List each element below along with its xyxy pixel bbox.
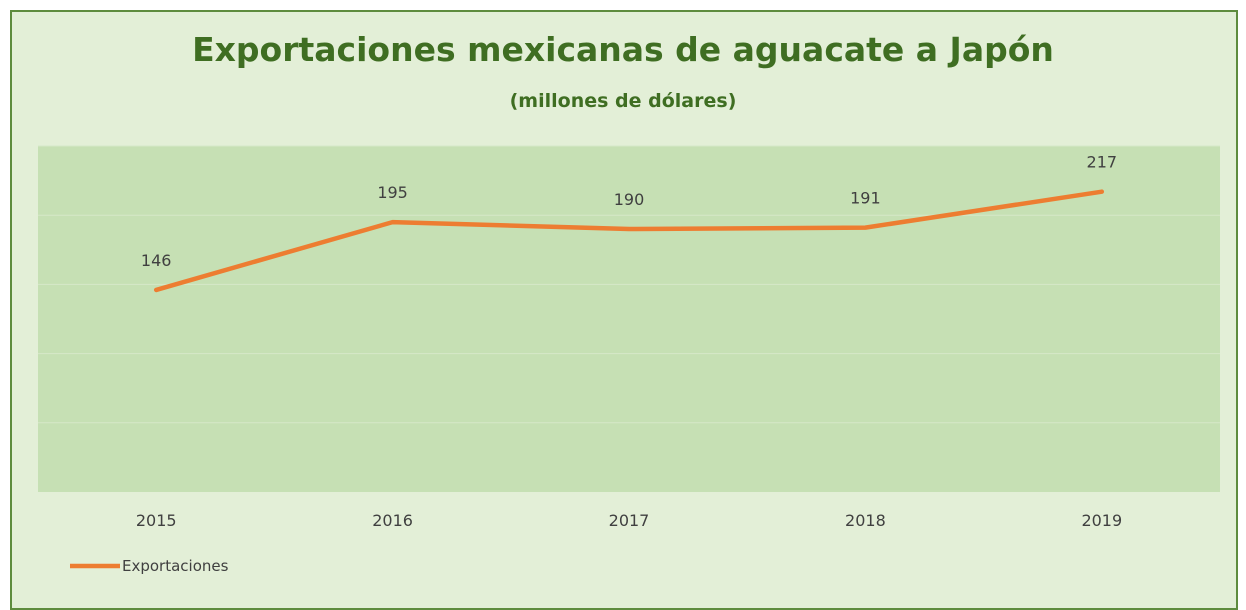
x-tick-label: 2019 (1081, 511, 1122, 530)
x-tick-label: 2017 (609, 511, 650, 530)
data-label: 195 (377, 183, 408, 202)
legend-label-exportaciones: Exportaciones (122, 557, 229, 575)
x-tick-label: 2016 (372, 511, 413, 530)
data-label: 217 (1087, 153, 1118, 172)
x-tick-label: 2015 (136, 511, 177, 530)
legend: Exportaciones (70, 557, 229, 575)
data-label: 190 (614, 190, 645, 209)
x-tick-label: 2018 (845, 511, 886, 530)
data-label: 191 (850, 189, 881, 208)
x-axis: 2015 2016 2017 2018 2019 (136, 511, 1122, 530)
data-label: 146 (141, 251, 172, 270)
